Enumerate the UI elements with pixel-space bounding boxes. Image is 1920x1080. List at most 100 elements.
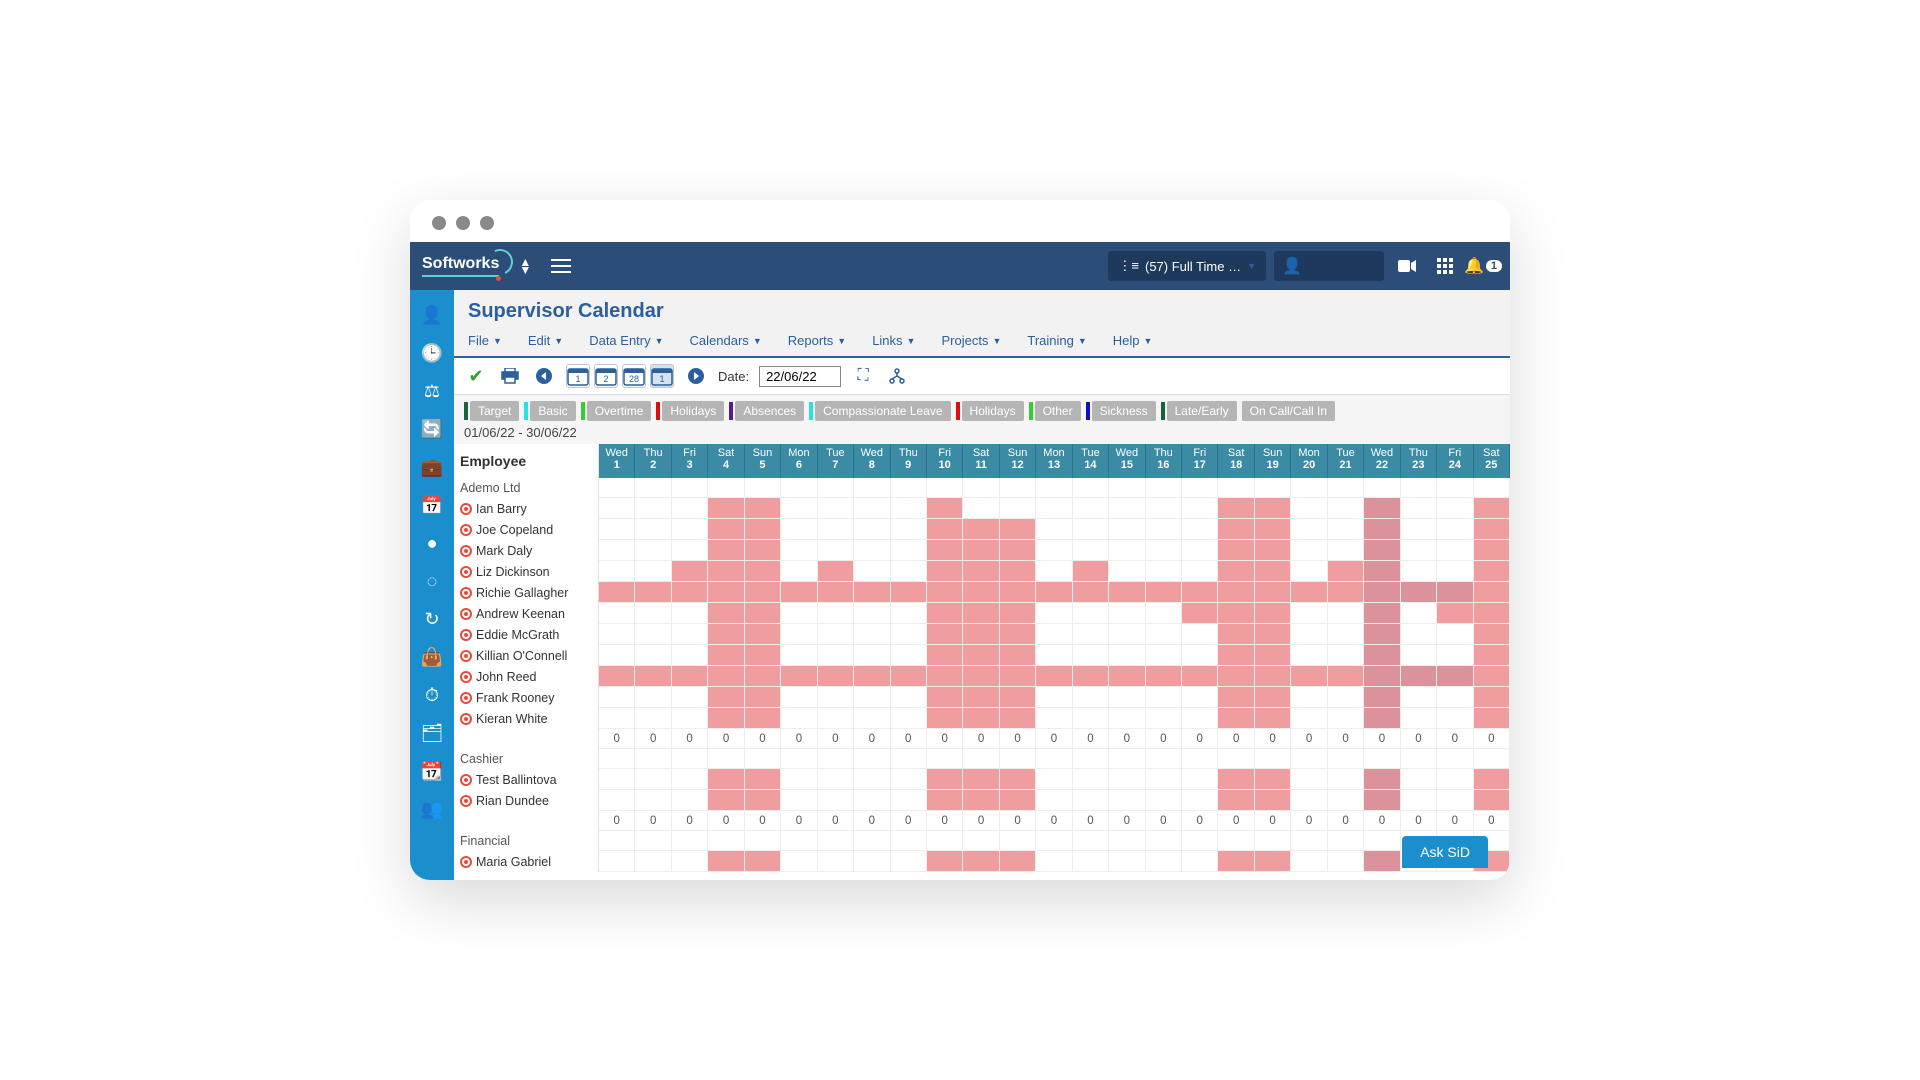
grid-cell[interactable] — [1255, 645, 1291, 666]
day-header[interactable]: Sun5 — [745, 444, 781, 478]
clock-icon[interactable]: 🕒 — [410, 334, 454, 372]
grid-cell[interactable] — [1000, 603, 1036, 624]
dashed-box-icon[interactable]: ◌ — [410, 562, 454, 600]
grid-cell[interactable] — [1146, 769, 1182, 790]
grid-cell[interactable] — [1073, 851, 1109, 872]
grid-cell[interactable] — [1328, 851, 1364, 872]
grid-cell[interactable] — [781, 790, 817, 811]
grid-cell[interactable] — [745, 851, 781, 872]
grid-cell[interactable] — [1182, 540, 1218, 561]
grid-cell[interactable] — [1401, 645, 1437, 666]
grid-cell[interactable] — [635, 790, 671, 811]
grid-cell[interactable] — [1146, 851, 1182, 872]
grid-cell[interactable] — [781, 540, 817, 561]
person-dot-icon[interactable]: ● — [410, 524, 454, 562]
grid-cell[interactable] — [1401, 624, 1437, 645]
people-icon[interactable]: 👥 — [410, 790, 454, 828]
grid-cell[interactable] — [708, 582, 744, 603]
grid-cell[interactable] — [599, 519, 635, 540]
grid-cell[interactable] — [672, 498, 708, 519]
grid-cell[interactable] — [1218, 769, 1254, 790]
grid-cell[interactable] — [1291, 498, 1327, 519]
grid-cell[interactable] — [1291, 708, 1327, 729]
grid-cell[interactable] — [1474, 687, 1510, 708]
grid-cell[interactable] — [1000, 561, 1036, 582]
grid-cell[interactable] — [781, 603, 817, 624]
grid-cell[interactable] — [745, 790, 781, 811]
grid-cell[interactable] — [927, 582, 963, 603]
grid-cell[interactable] — [1182, 769, 1218, 790]
employee-name[interactable]: Frank Rooney — [454, 687, 599, 708]
grid-cell[interactable] — [1474, 603, 1510, 624]
grid-cell[interactable] — [1146, 666, 1182, 687]
grid-cell[interactable] — [1000, 645, 1036, 666]
grid-cell[interactable] — [708, 624, 744, 645]
grid-cell[interactable] — [745, 624, 781, 645]
sync-icon[interactable]: ↻ — [410, 600, 454, 638]
grid-cell[interactable] — [1218, 687, 1254, 708]
grid-cell[interactable] — [963, 708, 999, 729]
grid-cell[interactable] — [1109, 645, 1145, 666]
day-header[interactable]: Mon13 — [1036, 444, 1072, 478]
grid-cell[interactable] — [963, 582, 999, 603]
employee-name[interactable]: Rian Dundee — [454, 790, 599, 811]
grid-cell[interactable] — [1218, 498, 1254, 519]
grid-cell[interactable] — [781, 498, 817, 519]
day-header[interactable]: Fri10 — [927, 444, 963, 478]
grid-cell[interactable] — [1218, 561, 1254, 582]
day-header[interactable]: Sun12 — [1000, 444, 1036, 478]
grid-cell[interactable] — [1000, 851, 1036, 872]
grid-cell[interactable] — [963, 769, 999, 790]
grid-cell[interactable] — [745, 519, 781, 540]
grid-cell[interactable] — [927, 851, 963, 872]
grid-cell[interactable] — [745, 687, 781, 708]
grid-cell[interactable] — [708, 851, 744, 872]
grid-cell[interactable] — [1328, 519, 1364, 540]
grid-cell[interactable] — [1401, 790, 1437, 811]
grid-cell[interactable] — [745, 645, 781, 666]
grid-cell[interactable] — [1291, 851, 1327, 872]
day-header[interactable]: Sat18 — [1218, 444, 1254, 478]
grid-cell[interactable] — [1328, 645, 1364, 666]
grid-cell[interactable] — [1073, 519, 1109, 540]
grid-cell[interactable] — [891, 687, 927, 708]
expand-icon[interactable]: ⛶ — [851, 364, 875, 388]
grid-cell[interactable] — [1036, 582, 1072, 603]
grid-cell[interactable] — [1255, 790, 1291, 811]
menu-edit[interactable]: Edit▼ — [528, 333, 563, 348]
grid-cell[interactable] — [1474, 769, 1510, 790]
grid-cell[interactable] — [1255, 561, 1291, 582]
grid-cell[interactable] — [1255, 851, 1291, 872]
grid-cell[interactable] — [672, 851, 708, 872]
grid-cell[interactable] — [927, 645, 963, 666]
grid-cell[interactable] — [672, 769, 708, 790]
grid-cell[interactable] — [1218, 582, 1254, 603]
grid-cell[interactable] — [1291, 561, 1327, 582]
grid-cell[interactable] — [708, 498, 744, 519]
group-name[interactable]: Financial — [454, 831, 599, 851]
grid-cell[interactable] — [927, 790, 963, 811]
grid-cell[interactable] — [1328, 790, 1364, 811]
grid-cell[interactable] — [1474, 498, 1510, 519]
grid-cell[interactable] — [1182, 519, 1218, 540]
grid-cell[interactable] — [1109, 561, 1145, 582]
employee-name[interactable]: John Reed — [454, 666, 599, 687]
grid-cell[interactable] — [1000, 582, 1036, 603]
grid-cell[interactable] — [708, 603, 744, 624]
grid-cell[interactable] — [1255, 582, 1291, 603]
grid-cell[interactable] — [635, 624, 671, 645]
grid-cell[interactable] — [745, 582, 781, 603]
employee-name[interactable]: Maria Gabriel — [454, 851, 599, 872]
grid-cell[interactable] — [708, 687, 744, 708]
grid-cell[interactable] — [963, 540, 999, 561]
grid-cell[interactable] — [599, 582, 635, 603]
grid-cell[interactable] — [1036, 540, 1072, 561]
grid-cell[interactable] — [1291, 603, 1327, 624]
grid-cell[interactable] — [854, 540, 890, 561]
grid-cell[interactable] — [854, 624, 890, 645]
day-header[interactable]: Sat11 — [963, 444, 999, 478]
menu-file[interactable]: File▼ — [468, 333, 502, 348]
grid-cell[interactable] — [1036, 666, 1072, 687]
user-icon[interactable]: 👤 — [410, 296, 454, 334]
grid-cell[interactable] — [1255, 769, 1291, 790]
